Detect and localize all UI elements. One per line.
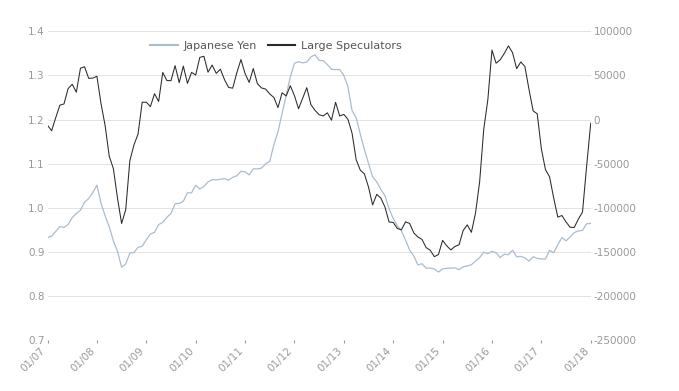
Legend: Japanese Yen, Large Speculators: Japanese Yen, Large Speculators: [145, 37, 406, 56]
